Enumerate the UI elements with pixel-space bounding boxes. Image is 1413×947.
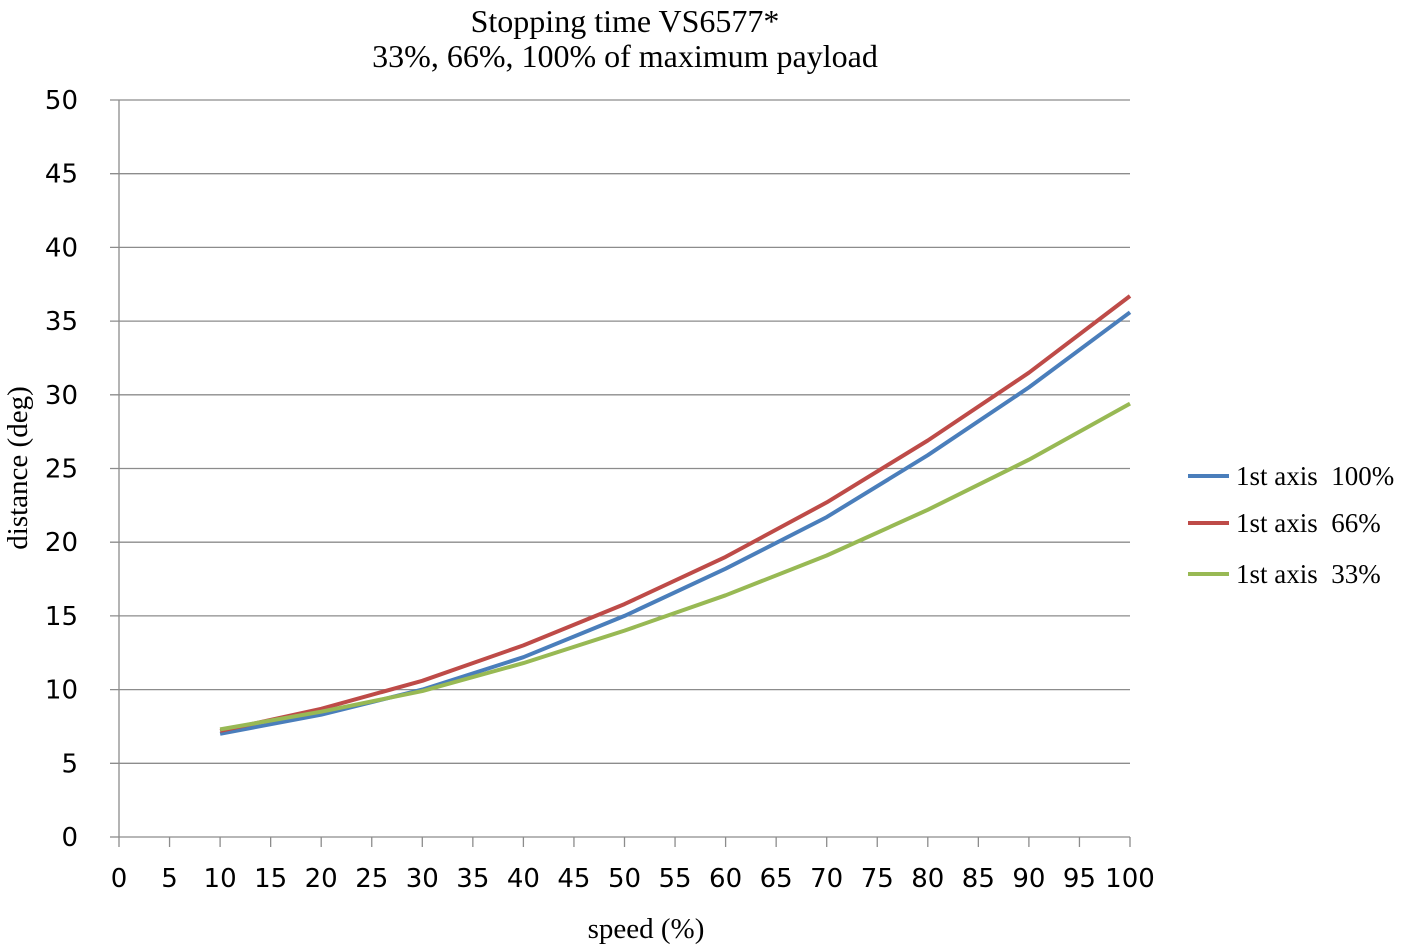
legend-label: 1st axis 100% (1236, 461, 1394, 491)
x-tick-label: 35 (456, 864, 489, 894)
x-axis-title: speed (%) (588, 913, 705, 945)
legend-label: 1st axis 66% (1236, 508, 1381, 538)
x-tick-label: 95 (1063, 864, 1096, 894)
y-axis-tick-labels: 0 5 10 15 20 25 30 35 40 45 50 (45, 86, 78, 853)
x-tick-label: 60 (709, 864, 742, 894)
x-tick-label: 70 (810, 864, 843, 894)
x-tick-label: 100 (1105, 864, 1155, 894)
x-tick-label: 45 (557, 864, 590, 894)
y-tick-label: 40 (45, 233, 78, 263)
y-tick-label: 5 (61, 749, 78, 779)
x-tick-label: 25 (355, 864, 388, 894)
y-tick-label: 30 (45, 381, 78, 411)
y-tick-label: 15 (45, 602, 78, 632)
y-tick-label: 25 (45, 455, 78, 485)
y-tick-label: 50 (45, 86, 78, 116)
axes (118, 100, 1131, 847)
x-tick-label: 55 (659, 864, 692, 894)
x-tick-label: 20 (305, 864, 338, 894)
chart-subtitle: 33%, 66%, 100% of maximum payload (372, 38, 878, 74)
x-tick-label: 40 (507, 864, 540, 894)
x-tick-label: 5 (161, 864, 178, 894)
x-tick-label: 50 (608, 864, 641, 894)
series-line-1 (219, 310, 1132, 736)
series-line-2 (219, 294, 1132, 733)
series-lines (219, 294, 1132, 736)
y-tick-label: 10 (45, 676, 78, 706)
y-axis-title: distance (deg) (2, 386, 34, 549)
y-tick-label: 35 (45, 307, 78, 337)
x-tick-label: 15 (254, 864, 287, 894)
x-tick-label: 85 (962, 864, 995, 894)
x-tick-label: 75 (861, 864, 894, 894)
x-tick-label: 10 (204, 864, 237, 894)
y-tick-label: 45 (45, 160, 78, 190)
x-tick-label: 0 (111, 864, 128, 894)
series-line-3 (219, 401, 1131, 732)
chart-title: Stopping time VS6577* (471, 3, 780, 39)
legend-label: 1st axis 33% (1236, 559, 1381, 589)
x-tick-label: 90 (1012, 864, 1045, 894)
x-axis-tick-labels: 0 5 10 15 20 25 30 35 40 45 50 55 60 65 70 75 80 85 90 95 10… (111, 864, 1155, 894)
y-tick-label: 20 (45, 528, 78, 558)
gridlines (110, 99, 1130, 838)
x-tick-label: 30 (406, 864, 439, 894)
y-tick-label: 0 (61, 823, 78, 853)
x-tick-label: 65 (760, 864, 793, 894)
legend: 1st axis 100% 1st axis 66% 1st axis 33% (1188, 461, 1394, 589)
x-tick-label: 80 (911, 864, 944, 894)
